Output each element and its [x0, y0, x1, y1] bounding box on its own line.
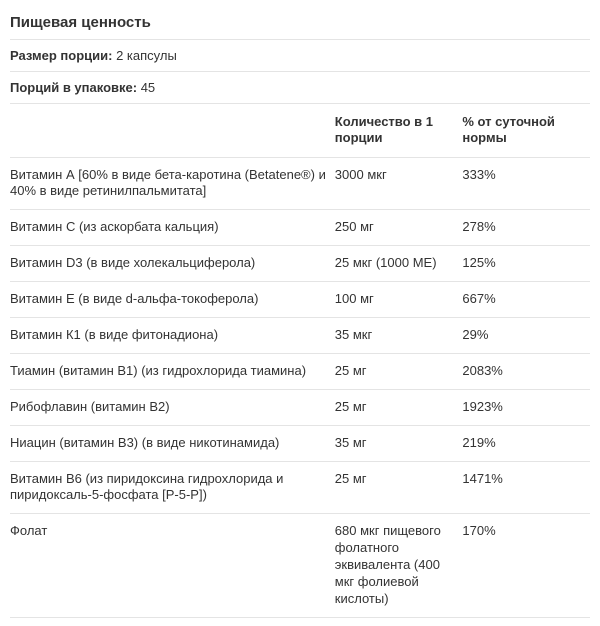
nutrient-amount: 25 мг [335, 461, 463, 514]
servings-per-container-label: Порций в упаковке: [10, 80, 137, 95]
serving-size-value: 2 капсулы [116, 48, 177, 63]
table-header-row: Количество в 1 порции % от суточной норм… [10, 104, 590, 157]
nutrient-name: Рибофлавин (витамин В2) [10, 389, 335, 425]
nutrient-name: Витамин С (из аскорбата кальция) [10, 210, 335, 246]
nutrient-name: Витамин К1 (в виде фитонадиона) [10, 317, 335, 353]
nutrient-name: Витамин D3 (в виде холекальциферола) [10, 246, 335, 282]
nutrient-dv: 1471% [462, 461, 590, 514]
nutrient-name: Фолат [10, 514, 335, 617]
nutrient-dv: 1923% [462, 389, 590, 425]
nutrient-amount: 3000 мкг [335, 157, 463, 210]
nutrient-amount: 25 мг [335, 353, 463, 389]
servings-per-container-row: Порций в упаковке: 45 [10, 72, 590, 104]
nutrient-amount: 100 мг [335, 282, 463, 318]
nutrient-dv: 333% [462, 157, 590, 210]
nutrient-name: Ниацин (витамин В3) (в виде никотинамида… [10, 425, 335, 461]
nutrient-amount: 25 мг [335, 389, 463, 425]
nutrient-name: Витамин А [60% в виде бета-каротина (Bet… [10, 157, 335, 210]
nutrient-name: Витамин Е (в виде d-альфа-токоферола) [10, 282, 335, 318]
table-row: Витамин А [60% в виде бета-каротина (Bet… [10, 157, 590, 210]
table-row: Тиамин (витамин В1) (из гидрохлорида тиа… [10, 353, 590, 389]
table-row: Ниацин (витамин В3) (в виде никотинамида… [10, 425, 590, 461]
nutrient-dv: 29% [462, 317, 590, 353]
table-row: Рибофлавин (витамин В2)25 мг1923% [10, 389, 590, 425]
table-row: Витамин D3 (в виде холекальциферола)25 м… [10, 246, 590, 282]
nutrient-dv: 667% [462, 282, 590, 318]
nutrient-amount: 35 мкг [335, 317, 463, 353]
panel-title: Пищевая ценность [10, 8, 590, 40]
table-row: Витамин В6 (из пиридоксина гидрохлорида … [10, 461, 590, 514]
nutrient-dv: 125% [462, 246, 590, 282]
col-dv: % от суточной нормы [462, 104, 590, 157]
nutrient-dv: 219% [462, 425, 590, 461]
table-row: Фолат680 мкг пищевого фолатного эквивале… [10, 514, 590, 617]
col-nutrient [10, 104, 335, 157]
serving-size-label: Размер порции: [10, 48, 112, 63]
nutrition-panel: Пищевая ценность Размер порции: 2 капсул… [0, 0, 600, 626]
nutrient-dv: 2083% [462, 353, 590, 389]
nutrition-table: Количество в 1 порции % от суточной норм… [10, 104, 590, 618]
nutrient-dv: 170% [462, 514, 590, 617]
nutrient-amount: 250 мг [335, 210, 463, 246]
col-amount: Количество в 1 порции [335, 104, 463, 157]
nutrient-amount: 25 мкг (1000 МЕ) [335, 246, 463, 282]
nutrient-amount: 680 мкг пищевого фолатного эквивалента (… [335, 514, 463, 617]
nutrient-amount: 35 мг [335, 425, 463, 461]
table-row: Витамин К1 (в виде фитонадиона)35 мкг29% [10, 317, 590, 353]
table-body: Витамин А [60% в виде бета-каротина (Bet… [10, 157, 590, 617]
nutrient-name: Витамин В6 (из пиридоксина гидрохлорида … [10, 461, 335, 514]
table-row: Витамин Е (в виде d-альфа-токоферола)100… [10, 282, 590, 318]
servings-per-container-value: 45 [141, 80, 155, 95]
nutrient-name: Тиамин (витамин В1) (из гидрохлорида тиа… [10, 353, 335, 389]
nutrient-dv: 278% [462, 210, 590, 246]
serving-size-row: Размер порции: 2 капсулы [10, 40, 590, 72]
table-row: Витамин С (из аскорбата кальция)250 мг27… [10, 210, 590, 246]
